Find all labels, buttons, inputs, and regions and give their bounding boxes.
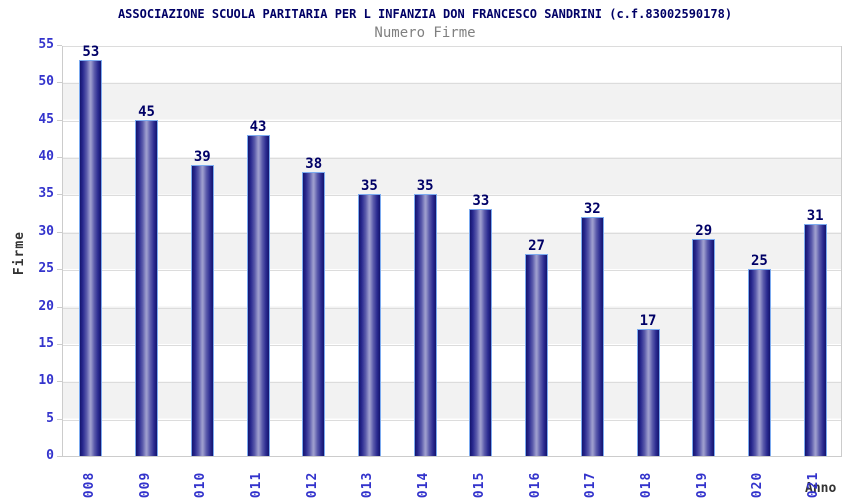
- y-tick-mark-40: [57, 157, 62, 159]
- chart-title: ASSOCIAZIONE SCUOLA PARITARIA PER L INFA…: [117, 7, 733, 21]
- x-tick-label-2020: 2020: [750, 471, 766, 500]
- y-tick-label-50: 50: [38, 74, 54, 90]
- bar-value-2020: 25: [750, 253, 768, 270]
- x-tick-label-2016: 2016: [527, 471, 543, 500]
- chart-subtitle: Numero Firme: [374, 25, 476, 41]
- gridline-35: [63, 195, 841, 197]
- bar-value-2009: 45: [138, 103, 155, 120]
- x-tick-label-2021: 2021: [806, 471, 822, 500]
- bar-value-2019: 29: [695, 223, 713, 240]
- y-tick-mark-5: [57, 418, 62, 420]
- y-tick-label-40: 40: [38, 149, 54, 165]
- y-tick-label-10: 10: [38, 373, 54, 389]
- bar-value-2014: 35: [416, 178, 434, 195]
- x-tick-label-2019: 2019: [694, 471, 710, 500]
- y-tick-mark-50: [57, 82, 62, 84]
- bar-2009: [135, 119, 159, 456]
- x-tick-label-2012: 2012: [304, 471, 320, 500]
- gridline-55: [63, 46, 841, 47]
- gridline-25: [63, 270, 841, 272]
- bar-2015: [469, 209, 493, 456]
- x-tick-label-2014: 2014: [416, 471, 432, 500]
- y-tick-mark-55: [57, 45, 62, 46]
- gridline-45: [63, 120, 841, 122]
- bar-2013: [357, 194, 381, 456]
- x-tick-label-2009: 2009: [137, 471, 153, 500]
- bar-2010: [190, 164, 214, 456]
- gridline-5: [63, 419, 841, 421]
- bar-value-2018: 17: [639, 312, 657, 329]
- bar-2014: [413, 194, 437, 456]
- bar-2020: [747, 269, 771, 456]
- y-tick-label-5: 5: [46, 410, 54, 426]
- x-tick-label-2011: 2011: [249, 471, 264, 500]
- gridline-10: [63, 382, 841, 384]
- gridline-50: [63, 83, 841, 85]
- bar-value-2021: 31: [806, 208, 824, 225]
- bar-value-2016: 27: [528, 238, 545, 255]
- y-tick-label-45: 45: [38, 111, 54, 127]
- bar-value-2010: 39: [193, 148, 211, 165]
- plot-area: 53 45 39 43 38 35 35 33 27 32 17 29 25 31: [62, 43, 842, 457]
- y-tick-label-35: 35: [38, 186, 54, 202]
- bar-value-2017: 32: [583, 200, 601, 217]
- bar-2011: [246, 134, 270, 456]
- y-tick-mark-10: [57, 381, 62, 383]
- bar-2021: [803, 224, 827, 456]
- bar-value-2015: 33: [472, 193, 490, 210]
- x-axis-title: Anno: [805, 481, 837, 496]
- y-tick-label-20: 20: [38, 298, 54, 314]
- bar-value-2008: 53: [82, 43, 100, 60]
- x-tick-label-2018: 2018: [639, 471, 654, 500]
- y-tick-mark-25: [57, 269, 62, 271]
- y-tick-label-15: 15: [38, 335, 54, 351]
- y-tick-label-55: 55: [38, 37, 54, 52]
- bar-2012: [302, 172, 326, 456]
- y-tick-mark-35: [57, 194, 62, 196]
- y-tick-label-25: 25: [38, 261, 54, 277]
- y-tick-mark-0: [57, 456, 62, 457]
- bar-2016: [525, 254, 549, 456]
- x-tick-label-2015: 2015: [471, 471, 487, 500]
- bar-2017: [580, 216, 604, 456]
- x-tick-label-2013: 2013: [360, 471, 376, 500]
- gridline-15: [63, 344, 841, 346]
- bar-value-2011: 43: [249, 118, 267, 135]
- gridline-20: [63, 307, 841, 309]
- bar-value-2012: 38: [305, 156, 323, 173]
- y-tick-mark-30: [57, 231, 62, 233]
- y-tick-mark-45: [57, 119, 62, 121]
- gridline-40: [63, 158, 841, 160]
- bar-value-2013: 35: [360, 178, 378, 195]
- bar-2019: [692, 239, 716, 456]
- x-tick-label-2017: 2017: [583, 471, 599, 500]
- y-tick-mark-20: [57, 306, 62, 308]
- x-tick-label-2008: 2008: [81, 471, 97, 500]
- y-tick-label-30: 30: [38, 223, 54, 239]
- bar-2008: [79, 59, 103, 456]
- x-tick-label-2010: 2010: [193, 471, 209, 500]
- y-tick-label-0: 0: [46, 448, 54, 463]
- bar-2018: [636, 328, 660, 456]
- y-tick-mark-15: [57, 343, 62, 345]
- gridline-30: [63, 232, 841, 234]
